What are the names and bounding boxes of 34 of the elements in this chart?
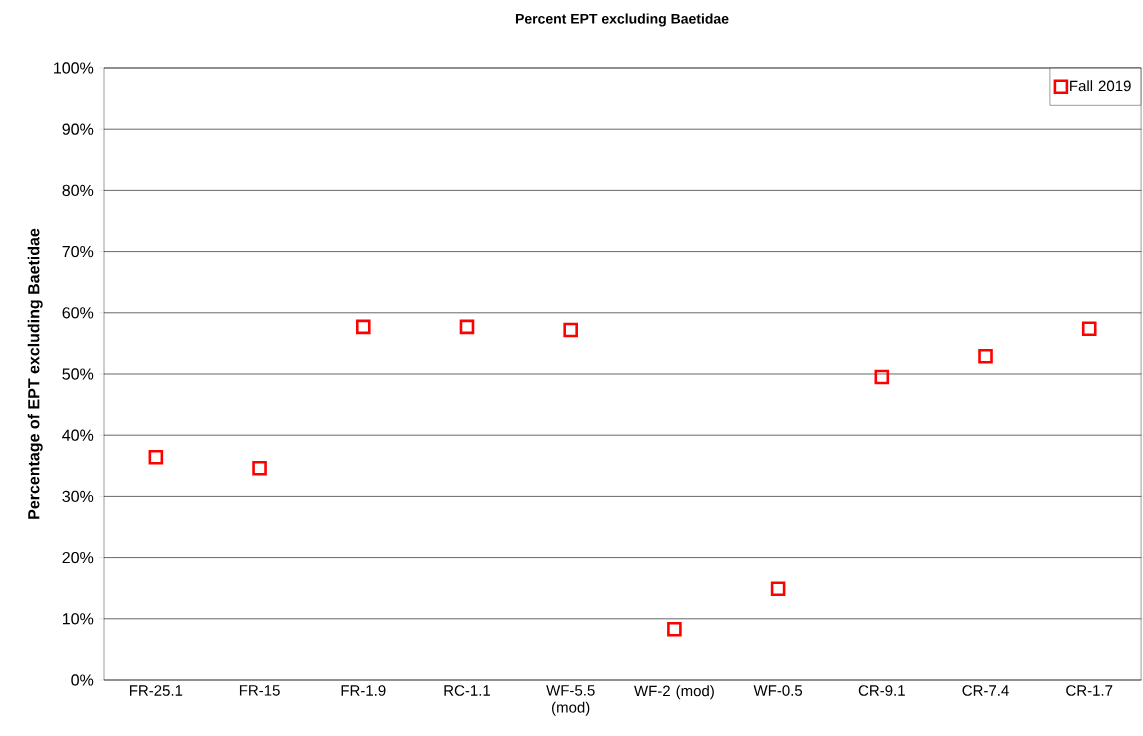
y-tick-label: 10% <box>63 613 94 625</box>
x-tick-label: FR-15 <box>239 685 280 696</box>
point <box>355 319 371 335</box>
y-tick-label: 30% <box>62 490 94 503</box>
y-tick-label: 20% <box>62 551 94 564</box>
y-tick-label: 90% <box>62 123 94 135</box>
y-tick-label: 40% <box>62 429 94 441</box>
y-tick-label: 60% <box>62 307 94 319</box>
chart-title: Percent EPT excluding Baetidae <box>515 13 729 27</box>
x-tick-label: CR-1.7 <box>1066 685 1113 696</box>
x-tick-label: CR-9.1 <box>858 685 905 696</box>
y-tick-label: 0% <box>71 674 94 686</box>
point <box>252 460 267 476</box>
x-tick-label: FR-1.9 <box>341 685 386 696</box>
point <box>148 449 164 465</box>
point <box>459 319 475 335</box>
y-tick-label: 70% <box>62 245 94 258</box>
x-tick-label: RC-1.1 <box>444 685 490 696</box>
point <box>978 348 993 364</box>
point <box>874 369 890 385</box>
x-tick-label: WF-2 (mod) <box>634 685 714 700</box>
point <box>770 581 786 597</box>
legend-label: Fall 2019 <box>1070 80 1131 92</box>
x-tick-label: CR-7.4 <box>962 685 1009 696</box>
y-axis-title: Percentage of EPT excluding Baetidae <box>27 228 43 519</box>
x-tick-label: WF-0.5 <box>753 685 803 696</box>
y-tick-label: 100% <box>54 62 94 74</box>
y-tick-label: 80% <box>62 184 94 197</box>
point <box>667 621 682 637</box>
x-tick-label: WF-5.5 (mod) <box>546 685 595 716</box>
point <box>1081 321 1097 337</box>
y-tick-label: 50% <box>62 368 94 380</box>
x-tick-label: FR-25.1 <box>130 685 183 696</box>
point <box>563 322 578 338</box>
